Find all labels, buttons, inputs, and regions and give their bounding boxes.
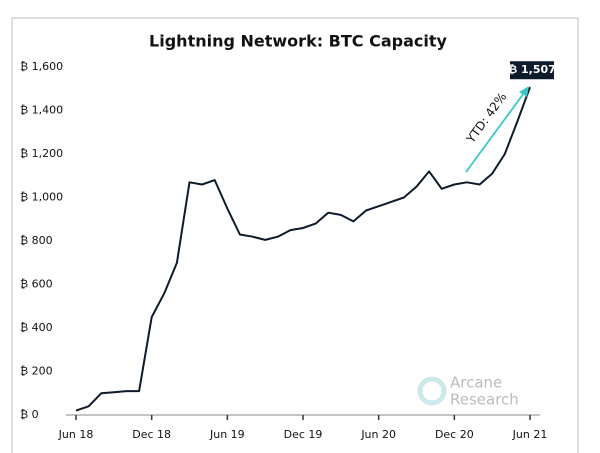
logo-text: Arcane (450, 374, 502, 392)
x-tick-label: Jun 19 (209, 428, 245, 441)
x-tick-label: Jun 20 (360, 428, 396, 441)
y-tick-label: ₿ 1,600 (20, 60, 63, 73)
logo: Arcane Research (417, 374, 519, 409)
y-tick-label: ₿ 1,000 (20, 191, 63, 204)
y-tick-label: ₿ 1,400 (20, 104, 63, 117)
y-tick-label: ₿ 1,200 (20, 147, 63, 160)
x-tick-label: Dec 19 (284, 428, 323, 441)
y-tick-label: ₿ 0 (20, 408, 39, 421)
y-tick-label: ₿ 800 (20, 234, 53, 247)
y-tick-label: ₿ 600 (20, 278, 53, 291)
chart-title: Lightning Network: BTC Capacity (149, 32, 447, 51)
line-series (75, 86, 531, 412)
annotation-text: YTD: 42% (463, 90, 509, 146)
annotation-arrowhead (519, 86, 529, 97)
x-tick-label: Jun 18 (58, 428, 94, 441)
logo-icon (417, 376, 447, 406)
y-tick-label: ₿ 200 (20, 365, 53, 378)
x-tick-label: Dec 20 (435, 428, 474, 441)
x-tick-label: Jun 21 (512, 428, 548, 441)
annotation: YTD: 42% (463, 86, 529, 173)
value-label: ₿ 1,507 (508, 63, 556, 76)
logo-text: Research (450, 391, 519, 409)
x-tick-label: Dec 18 (132, 428, 171, 441)
y-tick-label: ₿ 400 (20, 321, 53, 334)
value-label-box (510, 61, 554, 80)
frame (11, 17, 579, 453)
annotation-arrow (465, 92, 525, 173)
